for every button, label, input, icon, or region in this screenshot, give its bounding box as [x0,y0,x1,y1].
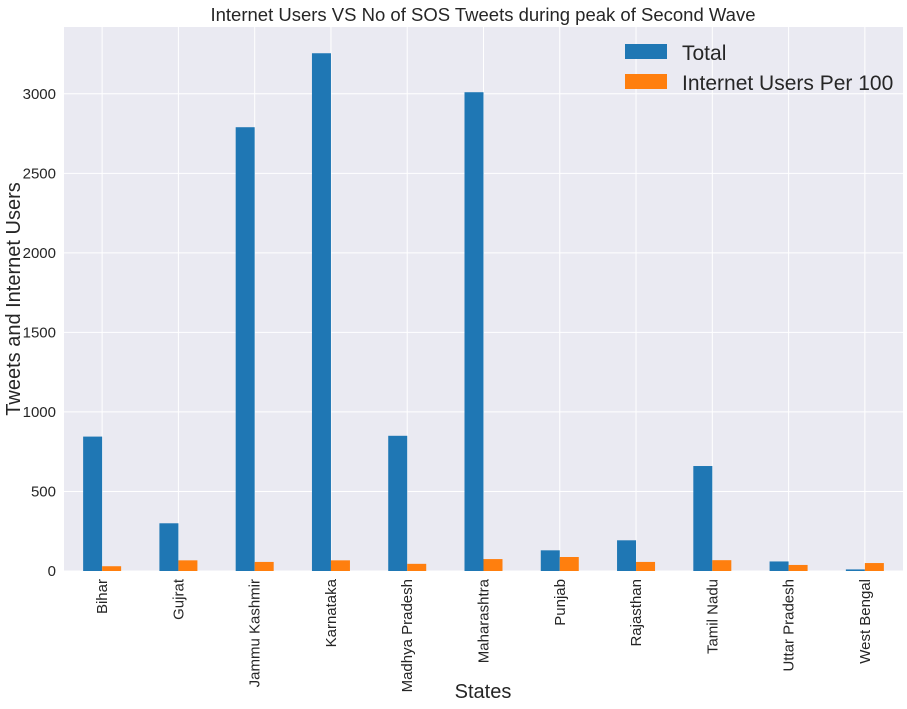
bar-internet-users [636,561,656,571]
legend-swatch-total [625,44,667,59]
bar-total [311,53,331,572]
x-tick-label: Maharashtra [476,578,493,663]
bar-total [769,561,789,571]
x-tick-label: Rajasthan [628,579,645,647]
legend: Total Internet Users Per 100 [625,42,893,95]
y-tick-label: 2500 [23,165,56,182]
y-tick-label: 1000 [23,404,56,421]
bar-internet-users [254,561,274,571]
bar-total [693,466,713,571]
bar-total [617,540,637,571]
x-tick-label: Tamil Nadu [704,579,721,654]
x-tick-label: Madhya Pradesh [399,579,416,692]
legend-label-total: Total [682,42,726,65]
x-tick-label: Gujrat [170,578,187,620]
y-tick-labels: 0 500 1000 1500 2000 2500 3000 [23,86,56,580]
x-tick-label: Karnataka [323,578,340,647]
x-axis-title: States [455,681,512,703]
bar-total [159,523,179,571]
bar-total [464,92,484,572]
bar-total [388,435,408,571]
y-tick-label: 500 [31,483,56,500]
bars [83,53,884,572]
y-tick-label: 2000 [23,245,56,262]
x-tick-label: Punjab [552,579,569,626]
legend-label-internet-users: Internet Users Per 100 [682,72,893,95]
y-axis-title: Tweets and Internet Users [3,182,25,415]
bar-total [540,550,560,571]
bar-total [845,569,865,571]
bar-internet-users [483,559,503,571]
bar-internet-users [864,563,884,571]
bar-total [83,436,103,571]
bar-internet-users [712,560,732,571]
bar-internet-users [102,566,122,571]
y-tick-label: 1500 [23,324,56,341]
chart-title: Internet Users VS No of SOS Tweets durin… [210,4,755,25]
legend-swatch-internet-users [625,74,667,89]
bar-internet-users [178,560,198,571]
y-tick-label: 3000 [23,86,56,103]
bar-internet-users [330,560,350,571]
bar-total [235,127,255,572]
bar-internet-users [788,564,808,571]
bar-internet-users [407,563,427,571]
bar-internet-users [559,557,579,571]
x-tick-label: Bihar [94,579,111,614]
x-tick-label: Jammu Kashmir [247,579,264,687]
y-tick-label: 0 [48,563,56,580]
x-tick-labels: Bihar Gujrat Jammu Kashmir Karnataka Madhya … [94,578,874,692]
x-tick-label: West Bengal [857,579,874,664]
x-tick-label: Uttar Pradesh [781,579,798,672]
